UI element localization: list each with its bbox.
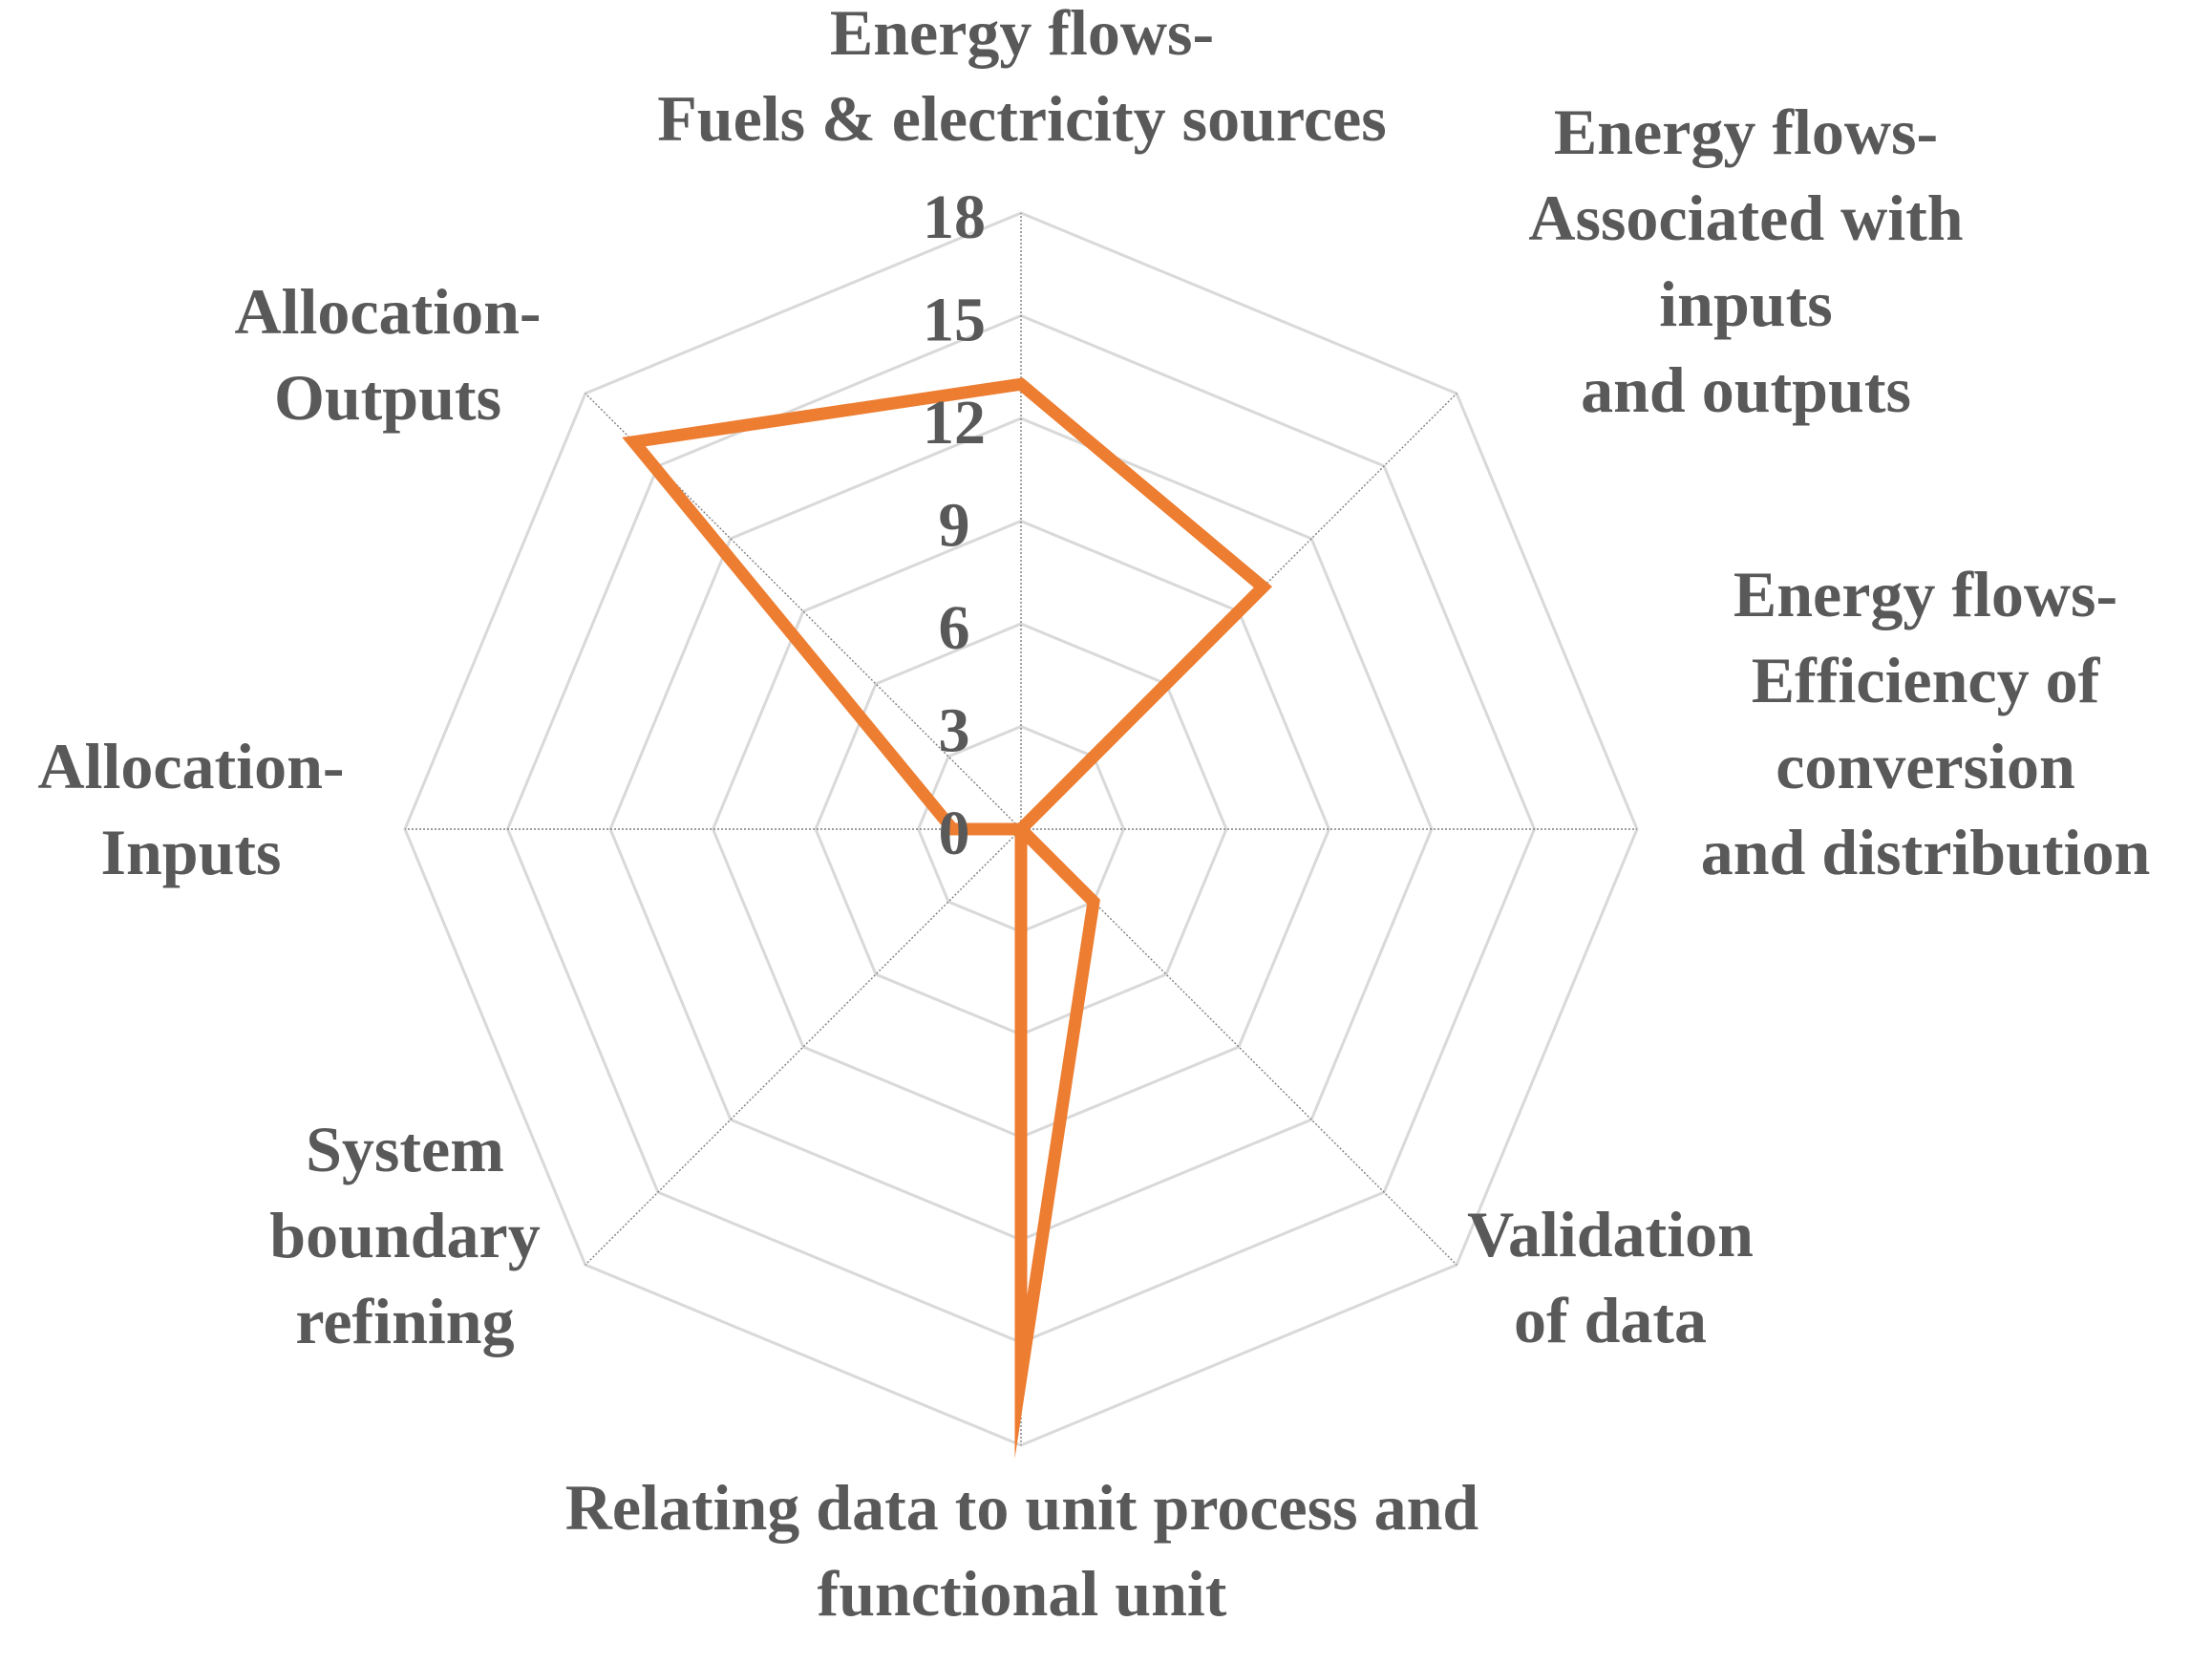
category-label-2-line-1: Efficiency of bbox=[1752, 644, 2101, 716]
tick-label-0: 0 bbox=[939, 799, 970, 868]
data-point-4 bbox=[1019, 1375, 1023, 1379]
category-label-1-line-1: Associated with bbox=[1528, 181, 1963, 254]
category-label-1-line-3: and outputs bbox=[1581, 353, 1911, 426]
category-label-5-line-1: boundary bbox=[269, 1199, 540, 1271]
data-point-5 bbox=[1019, 827, 1023, 831]
category-label-5-line-0: System bbox=[306, 1113, 504, 1185]
spoke-5 bbox=[585, 828, 1022, 1266]
tick-label-2: 6 bbox=[939, 593, 970, 663]
spoke-1 bbox=[1020, 393, 1457, 830]
category-label-6-line-1: Inputs bbox=[100, 816, 281, 888]
category-label-0-line-1: Fuels & electricity sources bbox=[657, 82, 1386, 155]
category-label-3-line-1: of data bbox=[1514, 1284, 1707, 1356]
tick-label-3: 9 bbox=[939, 491, 970, 561]
category-label-0-line-0: Energy flows- bbox=[830, 0, 1214, 69]
category-label-2-line-2: conversion bbox=[1776, 730, 2075, 802]
category-label-7-line-1: Outputs bbox=[274, 361, 501, 434]
category-label-1-line-0: Energy flows- bbox=[1554, 96, 1938, 168]
tick-layer: 0 3 6 9 12 15 18 bbox=[923, 182, 986, 868]
category-label-1-line-2: inputs bbox=[1659, 267, 1832, 340]
data-point-6 bbox=[950, 827, 955, 831]
tick-label-5: 15 bbox=[923, 286, 986, 355]
category-layer: Energy flows- Fuels & electricity sources… bbox=[37, 0, 2150, 1630]
data-point-1 bbox=[1261, 585, 1266, 589]
tick-label-6: 18 bbox=[923, 182, 986, 252]
category-label-3-line-0: Validation bbox=[1467, 1198, 1754, 1270]
spoke-3 bbox=[1020, 828, 1457, 1266]
category-label-7-line-0: Allocation- bbox=[234, 275, 541, 348]
series-layer bbox=[622, 377, 1273, 1459]
tick-label-4: 12 bbox=[923, 388, 986, 458]
category-label-4-line-0: Relating data to unit process and bbox=[565, 1471, 1479, 1544]
data-point-3 bbox=[1092, 900, 1095, 904]
data-point-7 bbox=[631, 439, 636, 444]
category-label-4-line-1: functional unit bbox=[818, 1557, 1227, 1630]
data-point-0 bbox=[1019, 382, 1023, 387]
category-label-6-line-0: Allocation- bbox=[37, 730, 344, 802]
category-label-2-line-0: Energy flows- bbox=[1733, 558, 2117, 630]
category-label-2-line-3: and distribution bbox=[1701, 816, 2151, 888]
category-label-5-line-2: refining bbox=[295, 1285, 514, 1357]
tick-label-1: 3 bbox=[939, 696, 970, 766]
